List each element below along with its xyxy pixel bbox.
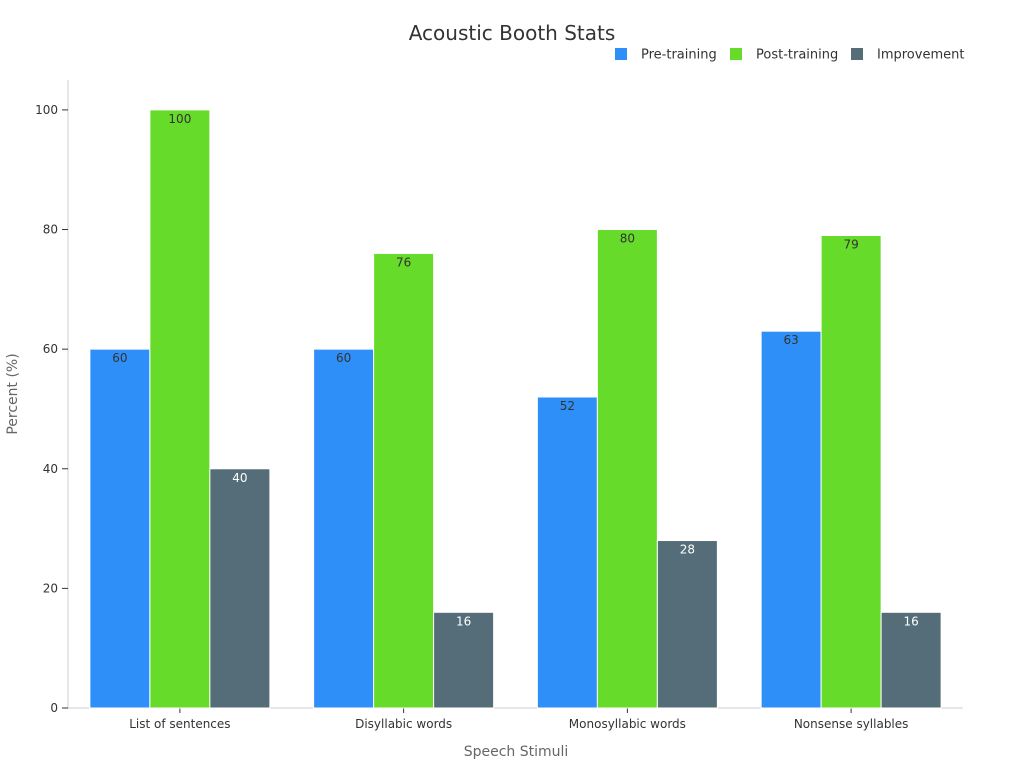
bar-value-label: 100	[168, 112, 191, 126]
legend-swatch	[851, 48, 863, 60]
bar-improvement	[433, 611, 495, 709]
bar-value-label: 60	[112, 351, 127, 365]
bar-post-training	[820, 235, 882, 709]
y-axis-title: Percent (%)	[5, 353, 21, 434]
bar-post-training	[149, 109, 211, 709]
x-tick-label: Monosyllabic words	[569, 717, 686, 731]
legend-item-post-training: Post-training	[730, 48, 838, 63]
y-tick-label: 100	[35, 103, 58, 117]
y-axis-ticks: 0 20 40 60 80 100	[35, 103, 68, 715]
legend: Pre-training Post-training Improvement	[615, 48, 964, 63]
y-tick-label: 40	[43, 462, 58, 476]
bar-post-training	[373, 252, 435, 709]
legend-item-pre-training: Pre-training	[615, 48, 717, 63]
legend-label: Pre-training	[641, 48, 717, 63]
bar-value-label: 79	[843, 238, 858, 252]
y-tick-label: 20	[43, 581, 58, 595]
x-tick-label: Nonsense syllables	[794, 717, 909, 731]
legend-swatch	[615, 48, 627, 60]
bar-improvement	[656, 540, 718, 709]
y-tick-label: 80	[43, 223, 58, 237]
x-axis-ticks: List of sentences Disyllabic words Monosyl…	[129, 708, 908, 731]
bar-value-label: 28	[680, 543, 695, 557]
bar-pre-training	[313, 348, 375, 709]
y-tick-label: 60	[43, 342, 58, 356]
bar-value-label: 60	[336, 351, 351, 365]
chart-title: Acoustic Booth Stats	[409, 21, 616, 45]
legend-label: Improvement	[877, 48, 964, 63]
legend-label: Post-training	[756, 48, 838, 63]
x-axis-title: Speech Stimuli	[464, 744, 569, 760]
legend-item-improvement: Improvement	[851, 48, 964, 63]
bar-pre-training	[536, 396, 598, 709]
x-tick-label: List of sentences	[129, 717, 230, 731]
bar-data-labels: 60 100 40 60 76 16 52 80 28 63 79 16	[112, 112, 919, 628]
x-tick-label: Disyllabic words	[355, 717, 452, 731]
bar-value-label: 16	[903, 614, 918, 628]
bar-post-training	[596, 229, 658, 709]
bar-pre-training	[89, 348, 151, 709]
bar-pre-training	[760, 330, 822, 709]
bar-value-label: 76	[396, 255, 411, 269]
bar-improvement	[880, 611, 942, 709]
bar-improvement	[209, 468, 271, 709]
bar-value-label: 16	[456, 614, 471, 628]
bar-value-label: 40	[232, 471, 247, 485]
legend-swatch	[730, 48, 742, 60]
bars	[89, 109, 942, 709]
bar-value-label: 52	[560, 399, 575, 413]
bar-value-label: 63	[783, 333, 798, 347]
y-tick-label: 0	[50, 701, 58, 715]
bar-value-label: 80	[620, 232, 635, 246]
